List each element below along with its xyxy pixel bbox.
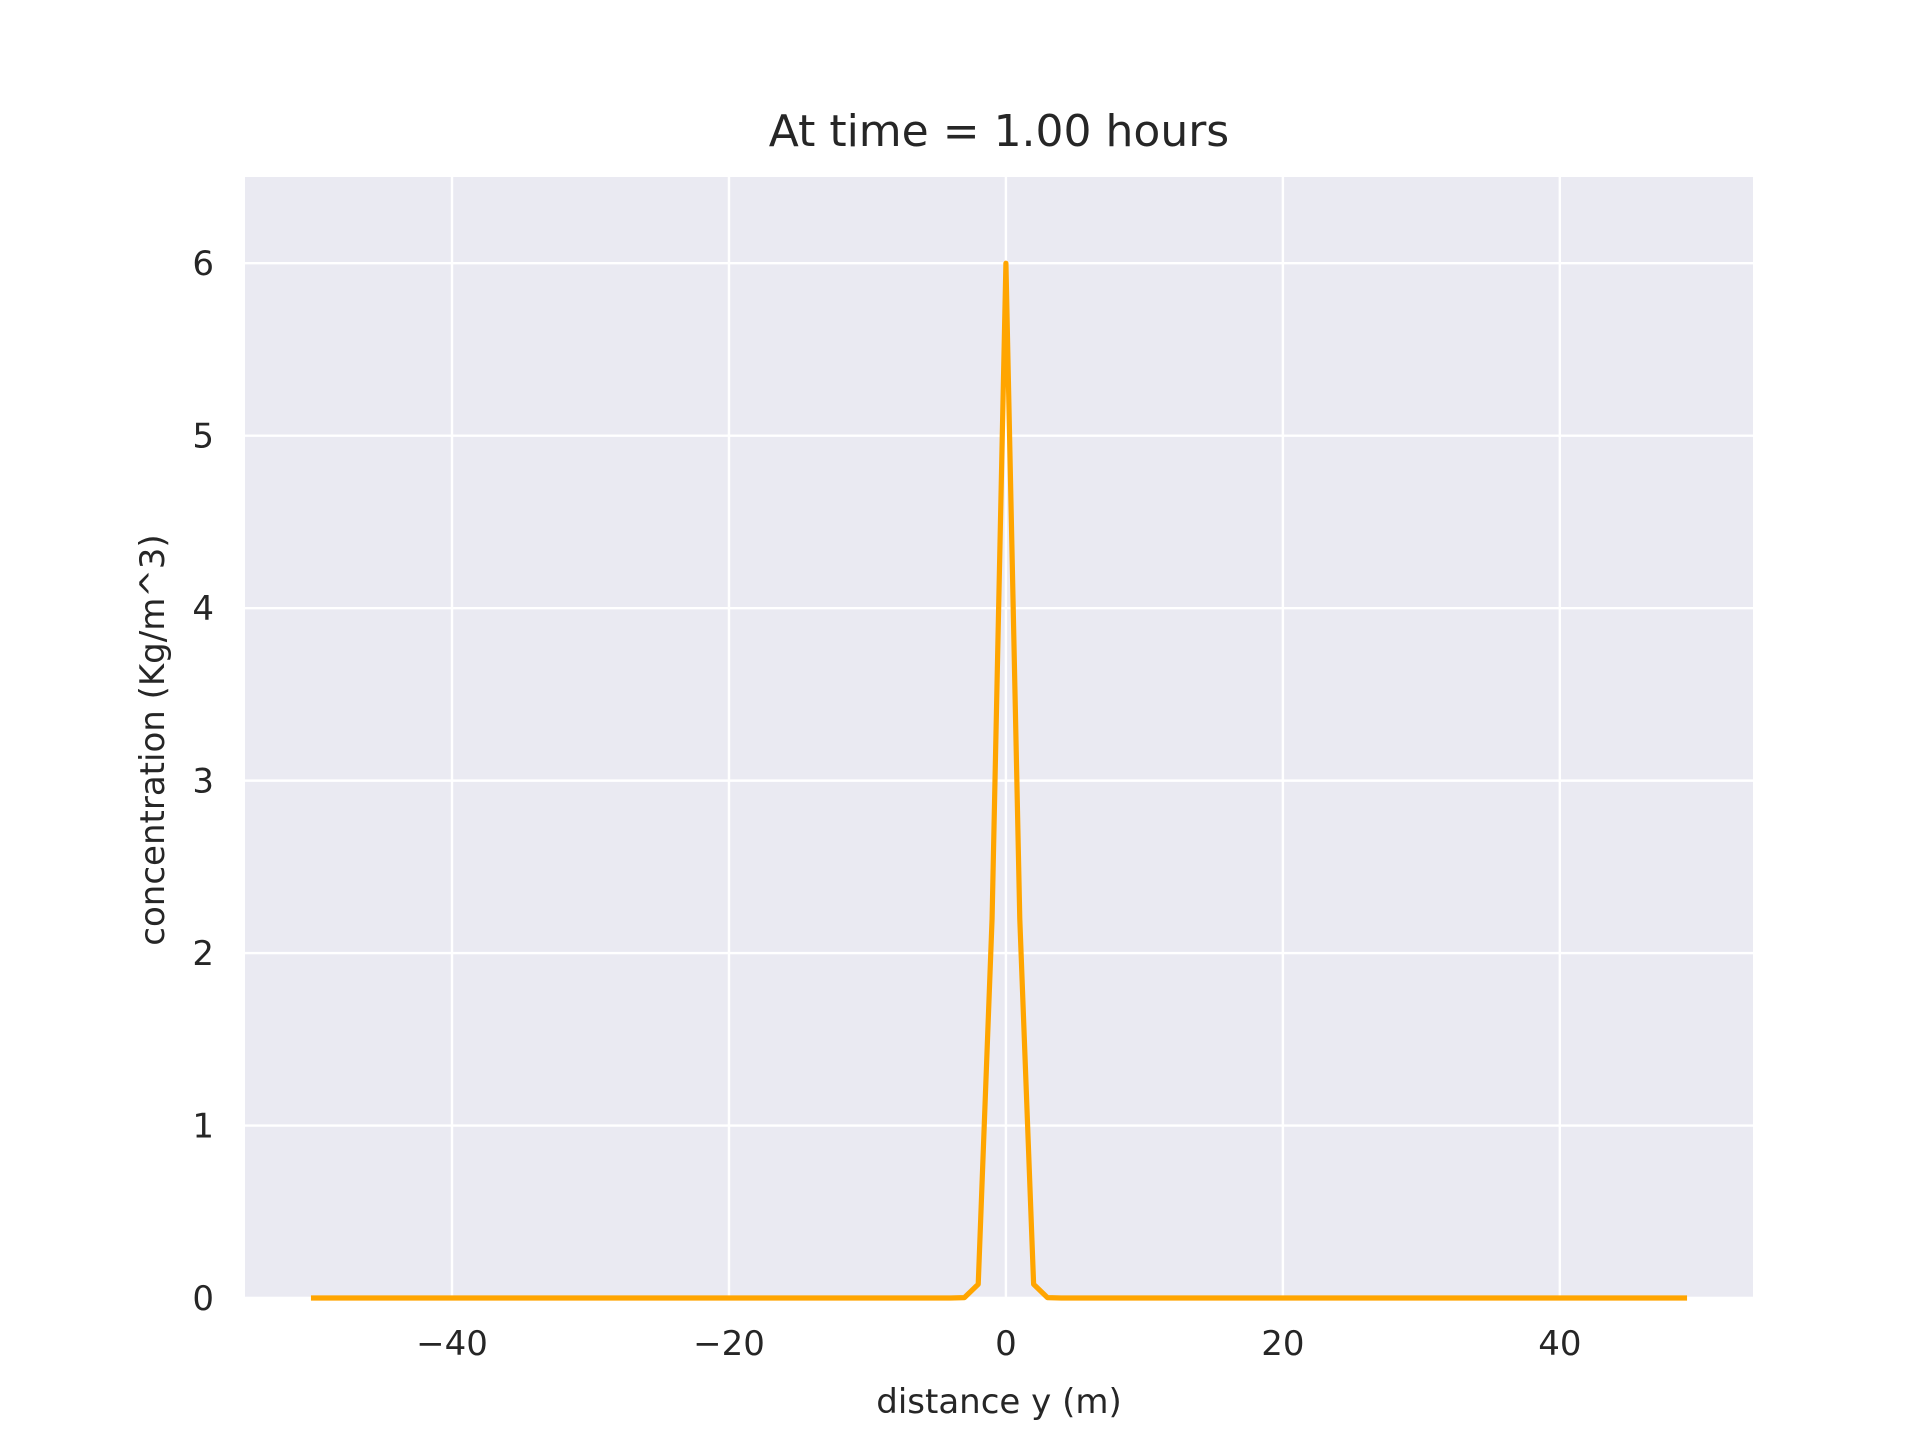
y-tick-label: 5 bbox=[192, 417, 214, 457]
x-tick-labels: −40 −20 0 20 40 bbox=[416, 1324, 1581, 1364]
x-tick-label: −20 bbox=[693, 1324, 765, 1364]
y-tick-label: 6 bbox=[192, 244, 214, 284]
x-tick-label: −40 bbox=[416, 1324, 488, 1364]
series-layer bbox=[310, 260, 1688, 1301]
y-tick-label: 0 bbox=[192, 1279, 214, 1319]
x-axis-label: distance y (m) bbox=[876, 1382, 1121, 1422]
y-tick-label: 4 bbox=[192, 589, 214, 629]
plot-area bbox=[245, 177, 1753, 1298]
x-tick-label: 0 bbox=[995, 1324, 1017, 1364]
y-tick-label: 2 bbox=[192, 934, 214, 974]
y-tick-label: 3 bbox=[192, 762, 214, 802]
y-tick-labels: 0 1 2 3 4 5 6 bbox=[192, 244, 214, 1319]
y-axis-label: concentration (Kg/m^3) bbox=[133, 534, 173, 945]
x-tick-label: 20 bbox=[1261, 1324, 1304, 1364]
y-tick-label: 1 bbox=[192, 1107, 214, 1147]
chart-title: At time = 1.00 hours bbox=[769, 106, 1229, 157]
series-line-0 bbox=[310, 260, 1688, 1301]
x-tick-label: 40 bbox=[1538, 1324, 1581, 1364]
